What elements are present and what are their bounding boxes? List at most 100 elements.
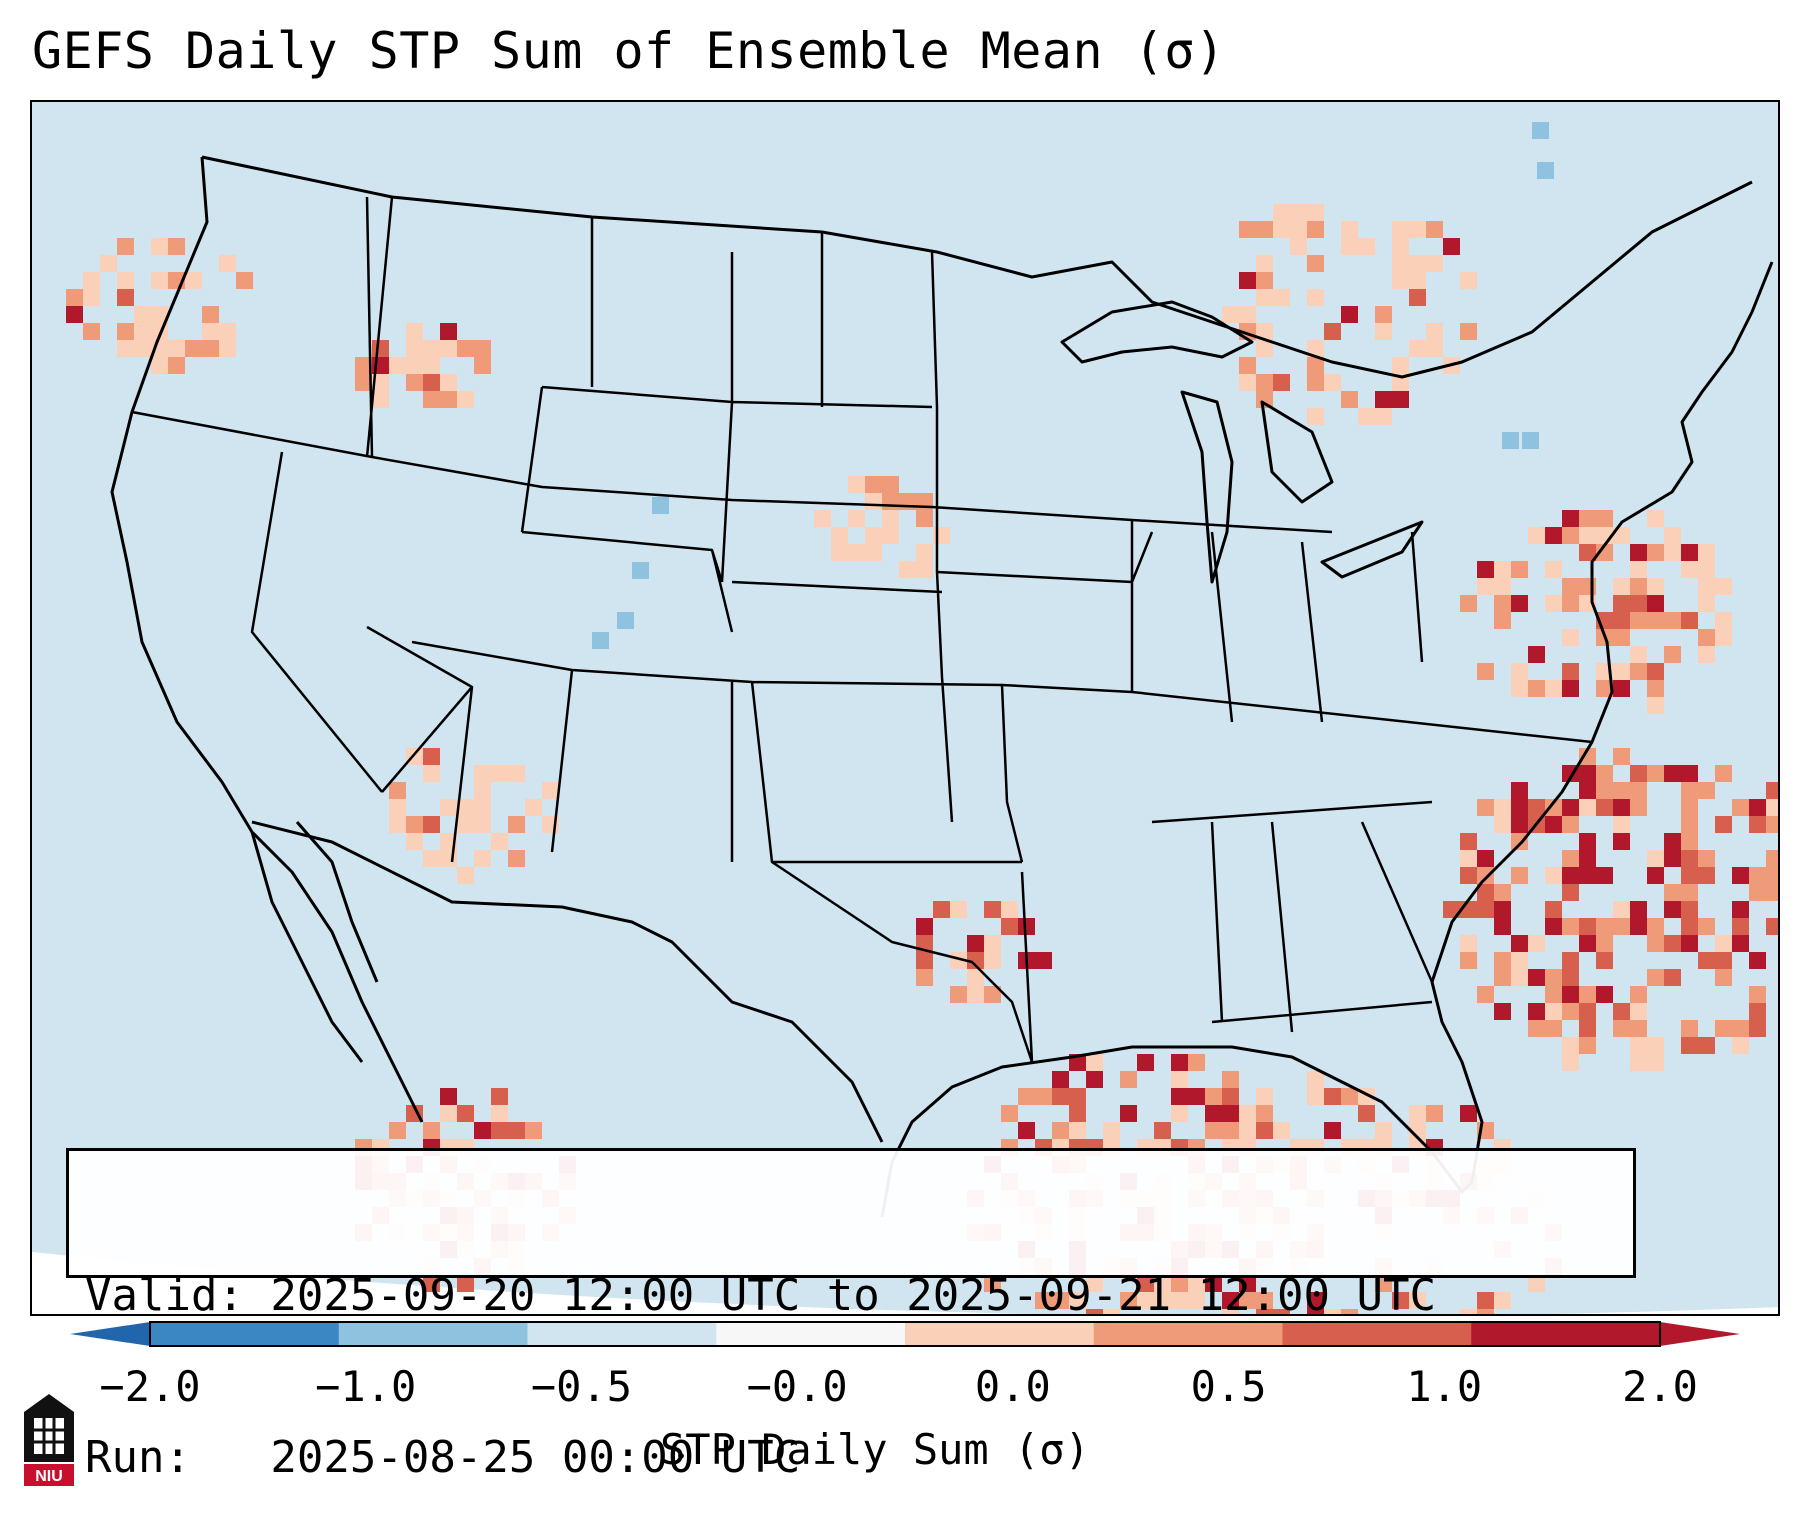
stp-cell — [1477, 901, 1494, 918]
stp-cell — [1562, 510, 1579, 527]
stp-cell — [1443, 238, 1460, 255]
stp-cell — [406, 374, 423, 391]
stp-cell — [1324, 323, 1341, 340]
stp-cell — [1613, 663, 1630, 680]
stp-cell — [1307, 1088, 1324, 1105]
stp-cell — [1324, 1122, 1341, 1139]
stp-cell — [1766, 867, 1778, 884]
stp-cell — [916, 969, 933, 986]
stp-cell — [1630, 1003, 1647, 1020]
stp-cell — [1545, 986, 1562, 1003]
stp-cell — [440, 374, 457, 391]
stp-cell — [440, 323, 457, 340]
stp-cell — [1273, 204, 1290, 221]
stp-cell — [1256, 272, 1273, 289]
stp-cell — [1562, 918, 1579, 935]
stp-cell — [1035, 952, 1052, 969]
stp-cell — [423, 765, 440, 782]
stp-cell — [168, 357, 185, 374]
stp-cell — [882, 510, 899, 527]
stp-cell — [1460, 323, 1477, 340]
stp-cell — [1494, 612, 1511, 629]
stp-cell — [1749, 952, 1766, 969]
stp-cell — [423, 1122, 440, 1139]
stp-cell — [1732, 867, 1749, 884]
stp-cell — [1579, 799, 1596, 816]
stp-cell — [1409, 1292, 1426, 1309]
stp-cell — [1188, 1088, 1205, 1105]
stp-cell — [1222, 1122, 1239, 1139]
stp-cell — [1205, 1105, 1222, 1122]
stp-cell — [1341, 306, 1358, 323]
stp-cell — [1256, 391, 1273, 408]
stp-cell — [1647, 935, 1664, 952]
stp-cell — [1698, 578, 1715, 595]
stp-cell — [1579, 1003, 1596, 1020]
stp-cell — [1052, 1292, 1069, 1309]
stp-cell — [1613, 629, 1630, 646]
stp-cell — [1545, 867, 1562, 884]
stp-cell — [1698, 595, 1715, 612]
stp-cell — [984, 986, 1001, 1003]
stp-cell — [1375, 391, 1392, 408]
stp-cell — [474, 782, 491, 799]
stp-cell — [474, 816, 491, 833]
stp-cell — [1749, 867, 1766, 884]
stp-cell — [1579, 510, 1596, 527]
stp-cell — [1749, 986, 1766, 1003]
stp-cell — [1290, 204, 1307, 221]
stp-cell — [1460, 833, 1477, 850]
stp-cell — [1579, 850, 1596, 867]
stp-cell — [151, 238, 168, 255]
stp-cell — [1392, 238, 1409, 255]
stp-cell — [1511, 816, 1528, 833]
stp-cell — [1001, 1105, 1018, 1122]
stp-cell — [151, 357, 168, 374]
stp-cell — [865, 544, 882, 561]
stp-cell — [1698, 561, 1715, 578]
stp-cell — [491, 765, 508, 782]
stp-cell — [1307, 221, 1324, 238]
stp-cell — [967, 969, 984, 986]
stp-cell — [1052, 1122, 1069, 1139]
stp-cell — [423, 816, 440, 833]
stp-cell — [1545, 1003, 1562, 1020]
boundaries — [110, 155, 1774, 1218]
stp-cell — [848, 476, 865, 493]
stp-cell — [1392, 357, 1409, 374]
stp-cell — [1749, 816, 1766, 833]
colorbar-tick-label: 2.0 — [1622, 1362, 1698, 1411]
stp-cell — [950, 952, 967, 969]
stp-cell — [1341, 221, 1358, 238]
stp-cell — [1120, 1105, 1137, 1122]
stp-cell — [1307, 204, 1324, 221]
stp-cell — [1630, 782, 1647, 799]
stp-cell — [1511, 952, 1528, 969]
stp-cell — [508, 816, 525, 833]
stp-cell — [1494, 952, 1511, 969]
stp-cell — [1562, 663, 1579, 680]
stp-cell — [1307, 1309, 1324, 1314]
stp-cell — [1426, 340, 1443, 357]
stp-cell — [984, 935, 1001, 952]
stp-cell — [1511, 867, 1528, 884]
stp-cell — [1681, 782, 1698, 799]
stp-cell — [1392, 1292, 1409, 1309]
stp-cell — [916, 935, 933, 952]
stp-cell — [1664, 901, 1681, 918]
stp-cell — [457, 1105, 474, 1122]
stp-cell — [882, 476, 899, 493]
stp-cell — [1630, 1020, 1647, 1037]
stp-cell — [1392, 374, 1409, 391]
stp-cell — [1256, 1309, 1273, 1314]
stp-cell — [1579, 867, 1596, 884]
stp-cell — [1528, 646, 1545, 663]
stp-cell — [1664, 969, 1681, 986]
stp-cell — [83, 323, 100, 340]
stp-cell — [1460, 1309, 1477, 1314]
stp-cell — [457, 340, 474, 357]
stp-cell — [1494, 901, 1511, 918]
stp-cell — [1341, 238, 1358, 255]
stp-cell — [1477, 986, 1494, 1003]
stp-cell — [440, 391, 457, 408]
